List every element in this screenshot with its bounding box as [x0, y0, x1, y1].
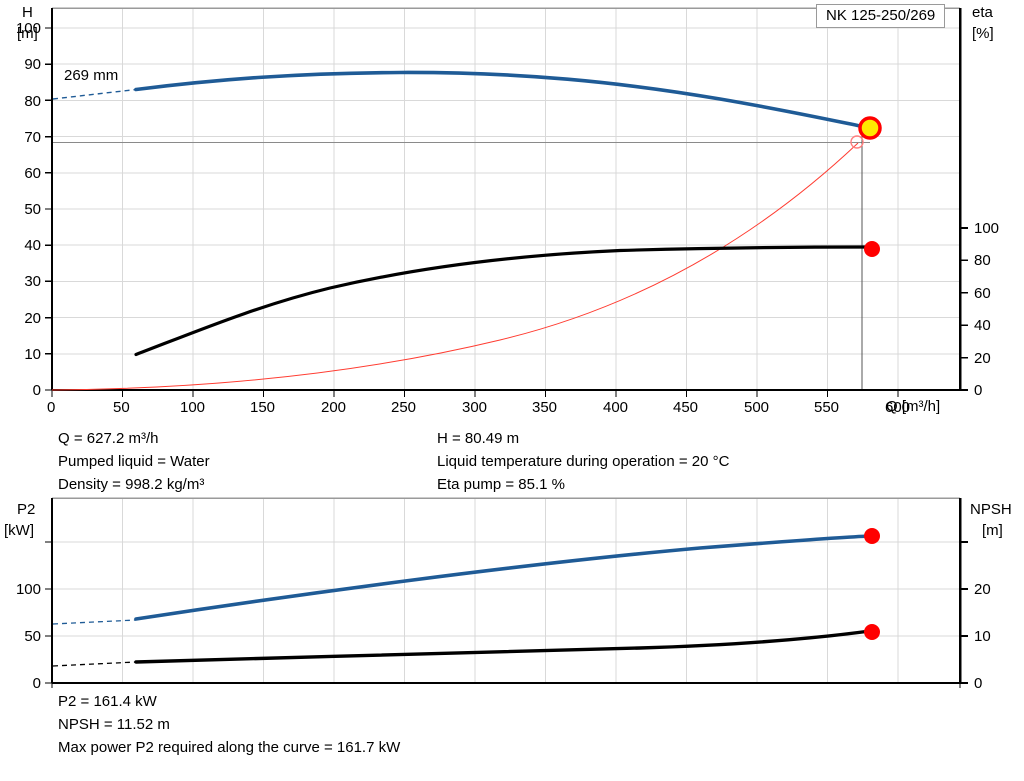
tick-q-150: 150: [250, 399, 276, 416]
tick-p2-50: 50: [24, 628, 41, 645]
info-q: Q = 627.2 m³/h: [58, 430, 159, 447]
tick-q-100: 100: [180, 399, 206, 416]
info-liquid-temperature: Liquid temperature during operation = 20…: [437, 453, 730, 470]
tick-eta-80: 80: [974, 252, 991, 269]
upper-left-axis-title-line1: H: [22, 4, 33, 21]
upper-x-axis-title: Q [m³/h]: [886, 398, 941, 415]
upper-left-axis-title-line2: [m]: [17, 25, 38, 42]
lower-right-axis-title-line2: [m]: [982, 522, 1003, 539]
tick-eta-40: 40: [974, 317, 991, 334]
upper-right-axis-title-line1: eta: [972, 4, 993, 21]
tick-h-10: 10: [24, 346, 41, 363]
tick-eta-100: 100: [974, 220, 1000, 237]
eta-curve: [134, 245, 872, 357]
info-eta-pump: Eta pump = 85.1 %: [437, 476, 565, 493]
duty-point-marker[interactable]: [858, 116, 882, 140]
tick-q-450: 450: [673, 399, 699, 416]
info-npsh: NPSH = 11.52 m: [58, 716, 170, 733]
tick-q-350: 350: [532, 399, 558, 416]
tick-q-600: 600: [885, 399, 911, 416]
head-curve: [134, 70, 872, 130]
upper-chart-grid: [52, 8, 960, 390]
npsh-curve: [134, 629, 872, 664]
tick-npsh-20: 20: [974, 581, 991, 598]
tick-h-70: 70: [24, 129, 41, 146]
tick-h-30: 30: [24, 273, 41, 290]
info-density: Density = 998.2 kg/m³: [58, 476, 205, 493]
tick-p2-0: 0: [32, 675, 41, 692]
tick-npsh-0: 0: [974, 675, 983, 692]
tick-q-0: 0: [47, 399, 56, 416]
tick-q-50: 50: [113, 399, 130, 416]
impeller-diameter-label: 269 mm: [64, 67, 119, 84]
tick-q-500: 500: [744, 399, 770, 416]
power-curve: [134, 534, 872, 621]
system-curve: [51, 142, 859, 391]
tick-h-60: 60: [24, 165, 41, 182]
tick-h-20: 20: [24, 310, 41, 327]
eta-curve-end-dot: [864, 241, 880, 257]
info-h: H = 80.49 m: [437, 430, 520, 447]
tick-h-40: 40: [24, 237, 41, 254]
lower-x-axis-ticks: [51, 683, 961, 688]
tick-q-400: 400: [603, 399, 629, 416]
tick-q-200: 200: [321, 399, 347, 416]
power-curve-extrapolated: [52, 619, 137, 625]
upper-x-axis-ticks: [51, 390, 899, 397]
tick-q-550: 550: [814, 399, 840, 416]
lower-left-axis-ticks: [45, 541, 52, 684]
lower-right-axis-title-line1: NPSH: [970, 501, 1012, 518]
info-p2: P2 = 161.4 kW: [58, 693, 157, 710]
tick-eta-60: 60: [974, 285, 991, 302]
tick-q-250: 250: [391, 399, 417, 416]
eta-duty-open-marker: [850, 135, 864, 149]
tick-p2-100: 100: [15, 581, 41, 598]
npsh-curve-extrapolated: [52, 661, 137, 667]
upper-right-axis-ticks: [960, 227, 968, 391]
tick-h-50: 50: [24, 201, 41, 218]
tick-npsh-10: 10: [974, 628, 991, 645]
tick-h-0: 0: [32, 382, 41, 399]
info-max-power: Max power P2 required along the curve = …: [58, 739, 401, 756]
tick-eta-0: 0: [974, 382, 983, 399]
upper-right-axis-title-line2: [%]: [972, 25, 994, 42]
power-curve-end-dot: [864, 528, 880, 544]
tick-h-80: 80: [24, 93, 41, 110]
head-curve-extrapolated: [52, 88, 137, 100]
tick-h-100: 100: [15, 20, 41, 37]
npsh-curve-end-dot: [864, 624, 880, 640]
upper-left-axis-ticks: [45, 27, 52, 391]
tick-q-300: 300: [462, 399, 488, 416]
lower-left-axis-title-line1: P2: [17, 501, 36, 518]
lower-right-axis-ticks: [960, 541, 968, 684]
model-title-label: NK 125-250/269: [826, 7, 936, 24]
tick-eta-20: 20: [974, 350, 991, 367]
lower-chart-axes: [51, 498, 962, 684]
lower-left-axis-title-line2: [kW]: [4, 522, 34, 539]
info-pumped-liquid: Pumped liquid = Water: [58, 453, 210, 470]
upper-chart-axes: [51, 8, 962, 391]
lower-chart-grid: [52, 498, 960, 683]
tick-h-90: 90: [24, 56, 41, 73]
model-title-box: NK 125-250/269: [816, 4, 946, 28]
